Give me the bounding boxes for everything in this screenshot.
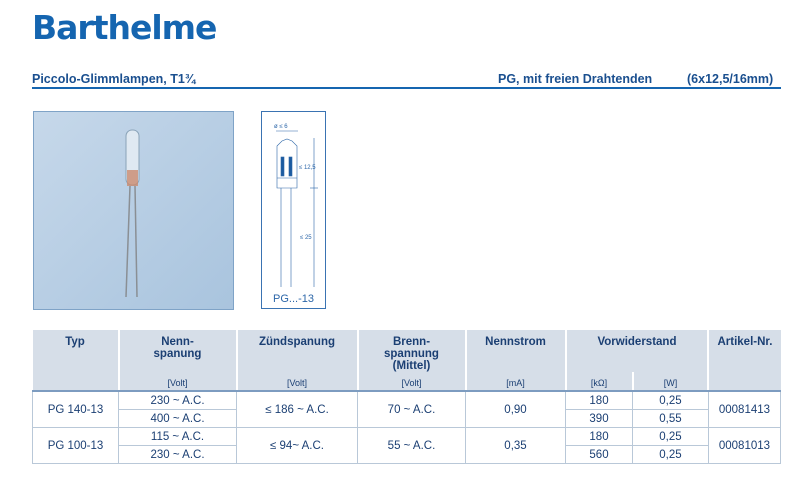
cell-ohm: 390 [564, 409, 634, 428]
cell-watt: 0,25 [632, 390, 709, 410]
barthelme-logo: Barthelme [32, 8, 217, 47]
drawing-caption: PG...-13 [273, 293, 314, 305]
cell-artikel: 00081013 [707, 427, 782, 464]
col-artikel: Artikel-Nr. [707, 330, 781, 392]
cell-zuend: ≤ 94~ A.C. [236, 427, 358, 464]
product-dimensions: (6x12,5/16mm) [687, 72, 774, 86]
cell-watt: 0,25 [632, 427, 709, 446]
col-zuend: Zündspanung [235, 330, 358, 372]
unit-strom: [mA] [464, 372, 566, 392]
unit-ohm: [kΩ] [564, 372, 633, 392]
cell-brenn: 70 ~ A.C. [357, 390, 466, 428]
header-rule [32, 87, 781, 89]
col-strom: Nennstrom [464, 330, 566, 372]
col-nenn: Nenn- spanung [117, 330, 237, 372]
cell-artikel: 00081413 [707, 390, 782, 428]
cell-brenn: 55 ~ A.C. [357, 427, 466, 464]
cell-strom: 0,35 [465, 427, 566, 464]
lead-length-label: ≤ 25 [300, 235, 312, 241]
dimension-drawing: ø ≤ 6 ≤ 12,5 ≤ 25 PG...-13 [261, 111, 326, 309]
unit-nenn: [Volt] [117, 372, 237, 392]
lamp-photo [33, 111, 234, 310]
unit-brenn: [Volt] [356, 372, 466, 392]
col-vorwiderstand: Vorwiderstand [564, 330, 709, 372]
table-subrow: 400 ~ A.C. 390 0,55 [33, 409, 781, 428]
diameter-label: ø ≤ 6 [274, 124, 288, 130]
cell-nenn: 115 ~ A.C. [118, 427, 237, 446]
product-subtitle: PG, mit freien Drahtenden [498, 72, 653, 86]
unit-watt: [W] [631, 372, 709, 392]
col-brenn: Brenn- spannung (Mittel) [356, 330, 466, 372]
spec-table: Typ Nenn- spanung Zündspanung Brenn- spa… [32, 330, 782, 464]
bulb-length-label: ≤ 12,5 [299, 165, 316, 171]
col-typ: Typ [32, 330, 119, 392]
product-title: Piccolo-Glimmlampen, T1¾ [32, 72, 196, 86]
cell-watt: 0,25 [632, 445, 709, 464]
unit-zuend: [Volt] [235, 372, 358, 392]
cell-typ: PG 100-13 [32, 427, 119, 464]
cell-typ: PG 140-13 [32, 390, 119, 428]
cell-ohm: 180 [564, 427, 634, 446]
table-subrow: 230 ~ A.C. 560 0,25 [33, 445, 781, 464]
cell-nenn: 400 ~ A.C. [118, 409, 237, 428]
table-row: PG 140-13 230 ~ A.C. ≤ 186 ~ A.C. 70 ~ A… [32, 390, 782, 428]
cell-nenn: 230 ~ A.C. [118, 445, 237, 464]
cell-ohm: 560 [564, 445, 634, 464]
cell-strom: 0,90 [465, 390, 566, 428]
cell-ohm: 180 [564, 390, 634, 410]
cell-zuend: ≤ 186 ~ A.C. [236, 390, 358, 428]
table-row: PG 100-13 115 ~ A.C. ≤ 94~ A.C. 55 ~ A.C… [32, 427, 782, 464]
cell-nenn: 230 ~ A.C. [118, 390, 237, 410]
cell-watt: 0,55 [632, 409, 709, 428]
